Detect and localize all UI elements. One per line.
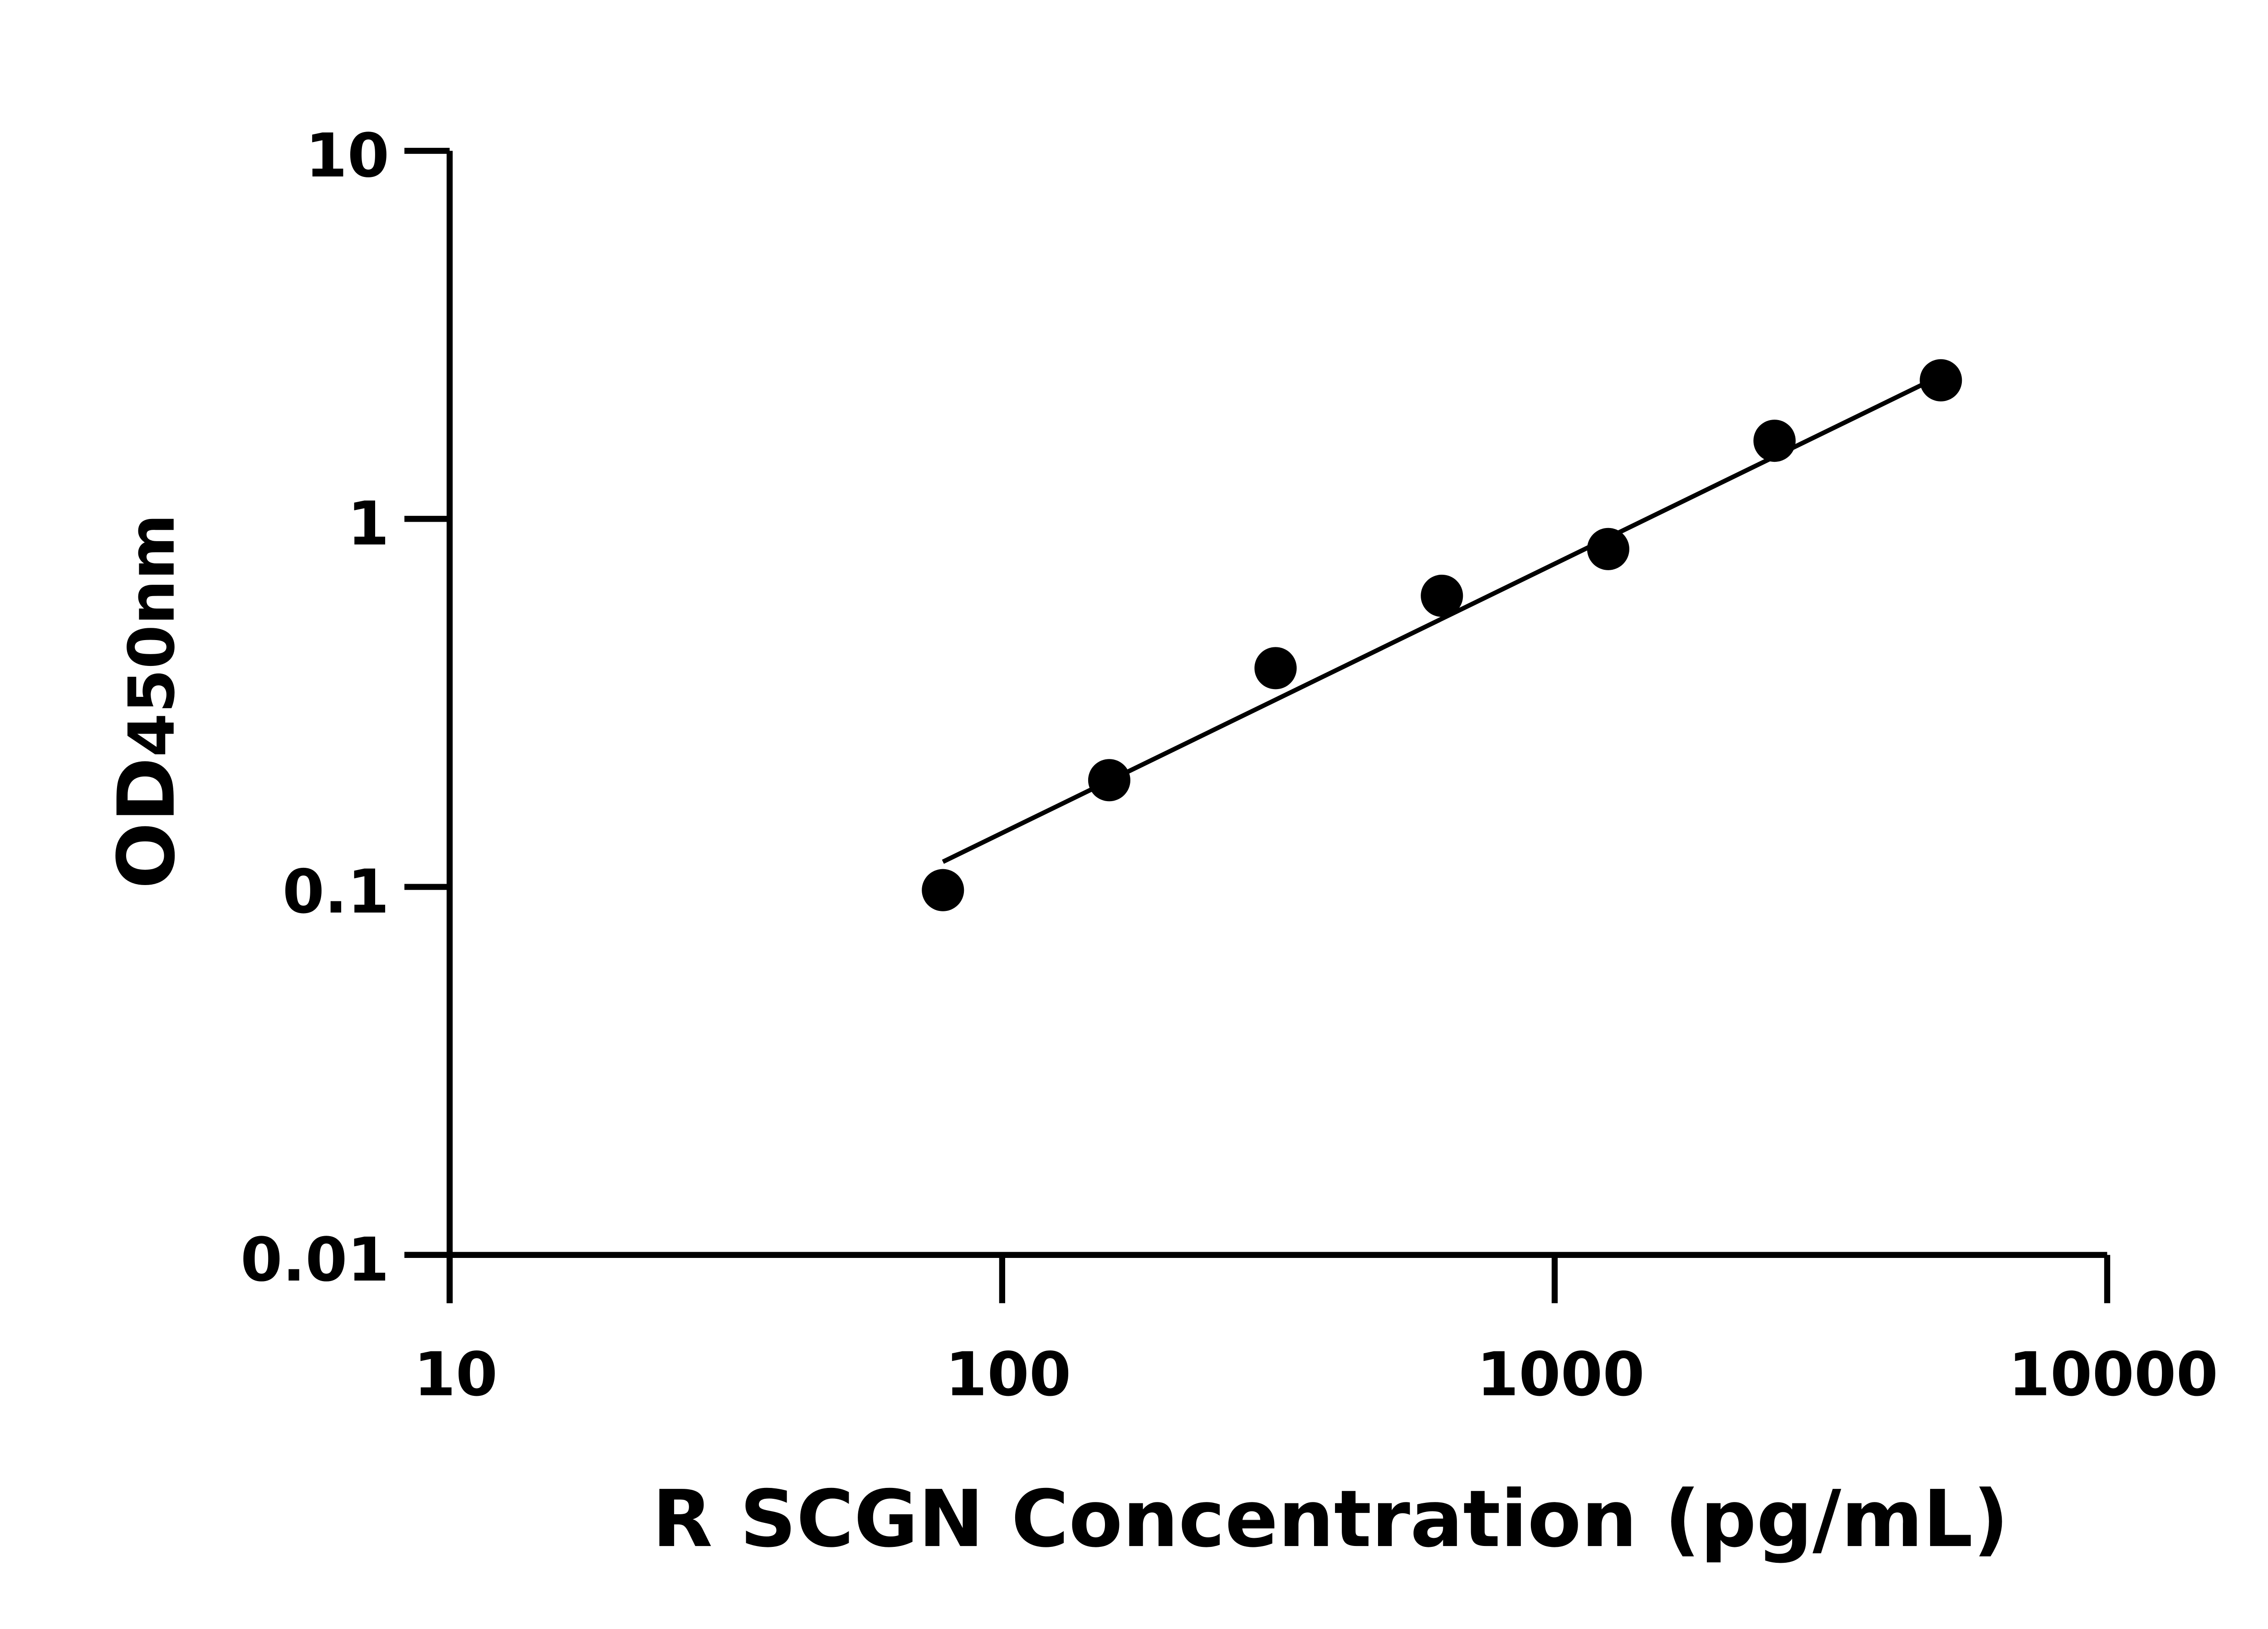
- tick-labels: 10 100 1000 10000 0.01 0.1 1 10: [240, 121, 2218, 1410]
- y-axis-title: OD450nm: [101, 514, 192, 889]
- y-tick-label: 0.01: [240, 1225, 389, 1295]
- data-point: [922, 869, 964, 911]
- y-tick-label: 10: [305, 121, 389, 191]
- x-tick-label: 10000: [2008, 1340, 2218, 1410]
- y-axis-title-main: OD: [101, 757, 192, 889]
- data-point: [1920, 359, 1962, 401]
- x-tick-label: 1000: [1477, 1340, 1645, 1410]
- data-point: [1421, 574, 1463, 617]
- data-point: [1088, 759, 1130, 802]
- plot-area: [922, 359, 1962, 911]
- data-point: [1753, 420, 1796, 462]
- x-tick-label: 100: [945, 1340, 1071, 1410]
- data-point: [1254, 647, 1297, 690]
- x-axis-title: R SCGN Concentration (pg/mL): [652, 1473, 2009, 1565]
- y-tick-label: 1: [347, 489, 390, 559]
- y-tick-label: 0.1: [283, 857, 390, 927]
- x-tick-label: 10: [414, 1340, 498, 1410]
- y-axis-title-sub: 450nm: [115, 514, 189, 757]
- axes: [404, 147, 2111, 1303]
- data-point: [1587, 528, 1629, 570]
